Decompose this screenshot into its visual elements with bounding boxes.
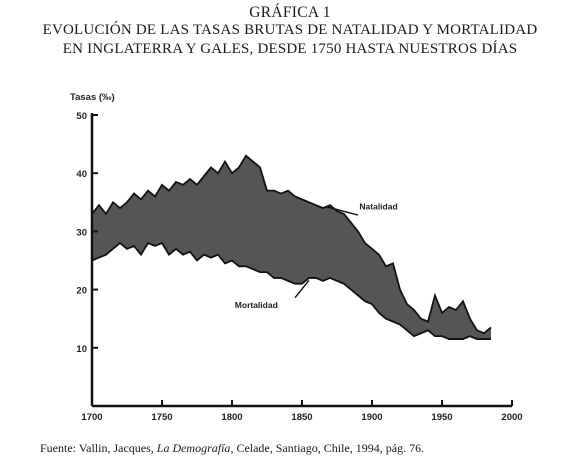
y-tick-label-20: 20 <box>76 286 87 297</box>
x-tick-label-1950: 1950 <box>431 412 452 423</box>
source-book-title: La Demografía <box>156 441 231 455</box>
natalidad-label: Natalidad <box>359 201 397 211</box>
x-tick-label-2000: 2000 <box>501 412 522 423</box>
chart-subtitle-line-1: EVOLUCIÓN DE LAS TASAS BRUTAS DE NATALID… <box>42 22 538 38</box>
natalidad-line <box>91 154 492 335</box>
chart-subtitle-line-2: EN INGLATERRA Y GALES, DESDE 1750 HASTA … <box>62 41 518 57</box>
source-suffix: , Celade, Santiago, Chile, 1994, pág. 76… <box>230 441 425 455</box>
mortalidad-label: Mortalidad <box>235 300 278 310</box>
y-tick-label-10: 10 <box>76 344 87 355</box>
source-prefix: Fuente: Vallin, Jacques, <box>40 441 157 455</box>
mortalidad-line <box>91 241 491 340</box>
x-tick-label-1850: 1850 <box>291 412 312 423</box>
gap-area <box>92 155 491 340</box>
x-tick-label-1750: 1750 <box>151 412 172 423</box>
y-tick-label-50: 50 <box>76 111 87 122</box>
y-axis-label: Tasas (‰) <box>70 92 115 103</box>
source-note: Fuente: Vallin, Jacques, La Demografía, … <box>40 441 424 456</box>
mortalidad-leader <box>294 279 310 299</box>
x-tick-label-1900: 1900 <box>361 412 382 423</box>
natalidad-leader <box>327 206 359 216</box>
x-tick-label-1700: 1700 <box>81 412 102 423</box>
y-tick-label-30: 30 <box>76 227 87 238</box>
y-tick-label-40: 40 <box>76 169 87 180</box>
x-tick-label-1800: 1800 <box>221 412 242 423</box>
chart-marks: 10 20 30 40 50 1700 1750 1800 1850 1900 1950 2000 Ta… <box>70 92 523 423</box>
chart-title: GRÁFICA 1 <box>249 4 331 21</box>
